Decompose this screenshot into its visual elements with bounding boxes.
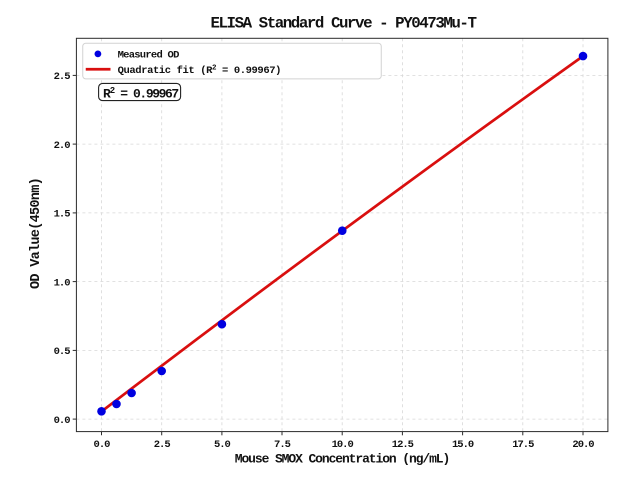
svg-text:OD Value(450nm): OD Value(450nm) (29, 178, 44, 289)
svg-text:2.5: 2.5 (154, 439, 171, 451)
svg-text:Quadratic fit (R2 = 0.99967): Quadratic fit (R2 = 0.99967) (118, 64, 281, 77)
svg-text:Mouse SMOX Concentration (ng/m: Mouse SMOX Concentration (ng/mL) (235, 452, 449, 467)
svg-text:17.5: 17.5 (512, 439, 534, 451)
svg-text:7.5: 7.5 (274, 439, 291, 451)
svg-text:2.5: 2.5 (54, 71, 71, 83)
svg-text:Measured OD: Measured OD (118, 50, 180, 62)
svg-text:0.0: 0.0 (54, 415, 71, 427)
svg-text:10.0: 10.0 (332, 439, 354, 451)
svg-text:0.5: 0.5 (54, 346, 71, 358)
svg-text:1.5: 1.5 (54, 209, 71, 221)
svg-text:1.0: 1.0 (54, 277, 71, 289)
svg-text:20.0: 20.0 (572, 439, 594, 451)
svg-text:5.0: 5.0 (214, 439, 231, 451)
svg-text:ELISA Standard Curve - PY0473M: ELISA Standard Curve - PY0473Mu-T (211, 15, 478, 33)
svg-text:R2 = 0.99967: R2 = 0.99967 (103, 86, 178, 102)
svg-text:12.5: 12.5 (392, 439, 414, 451)
svg-text:2.0: 2.0 (54, 140, 71, 152)
svg-text:15.0: 15.0 (452, 439, 474, 451)
svg-text:0.0: 0.0 (94, 439, 111, 451)
